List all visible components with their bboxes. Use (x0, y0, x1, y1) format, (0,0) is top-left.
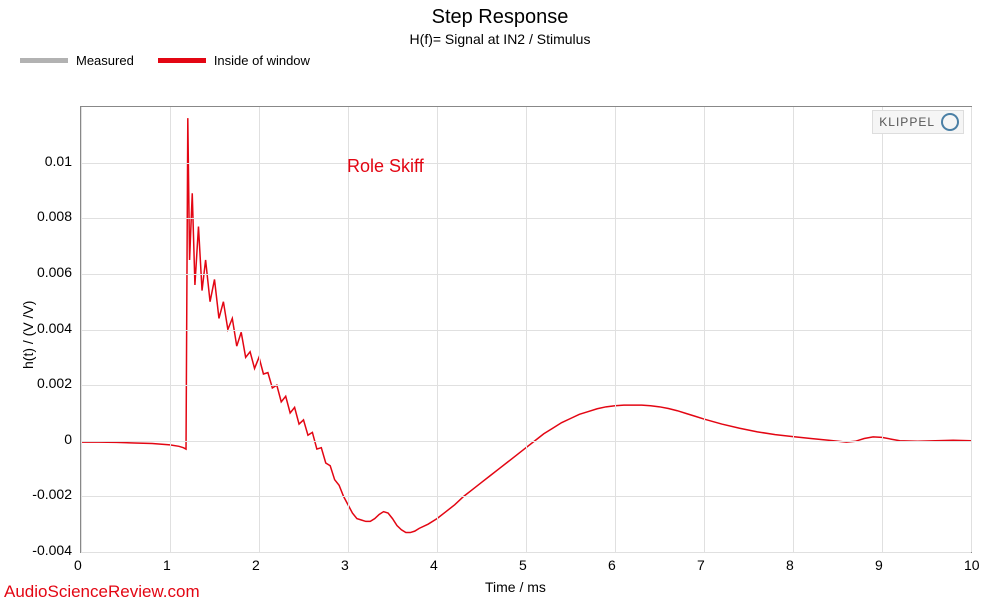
y-gridline (81, 496, 971, 497)
x-tick-label: 5 (519, 557, 527, 573)
legend-label: Inside of window (214, 53, 310, 68)
y-gridline (81, 163, 971, 164)
y-tick-label: 0.004 (37, 320, 72, 336)
y-tick-label: 0 (64, 431, 72, 447)
x-tick-label: 7 (697, 557, 705, 573)
x-tick-label: 3 (341, 557, 349, 573)
y-axis-label: h(t) / (V /V) (20, 300, 36, 368)
legend-item: Inside of window (158, 53, 310, 68)
x-tick-label: 2 (252, 557, 260, 573)
y-gridline (81, 218, 971, 219)
legend-swatch (20, 58, 68, 63)
x-tick-label: 8 (786, 557, 794, 573)
x-axis-label: Time / ms (485, 579, 546, 595)
chart-title: Step Response (0, 6, 1000, 29)
y-tick-label: -0.004 (32, 542, 72, 558)
y-gridline (81, 552, 971, 553)
legend-item: Measured (20, 53, 134, 68)
chart-legend: Measured Inside of window (0, 53, 1000, 68)
x-tick-label: 4 (430, 557, 438, 573)
x-tick-label: 9 (875, 557, 883, 573)
logo-arc-icon (939, 113, 957, 131)
chart-subtitle: H(f)= Signal at IN2 / Stimulus (0, 31, 1000, 47)
klippel-logo: KLIPPEL (872, 110, 964, 134)
x-tick-label: 10 (964, 557, 980, 573)
y-gridline (81, 330, 971, 331)
y-tick-label: 0.002 (37, 375, 72, 391)
y-tick-label: 0.01 (45, 153, 72, 169)
legend-swatch (158, 58, 206, 63)
x-gridline (971, 107, 972, 552)
x-tick-label: 6 (608, 557, 616, 573)
y-tick-label: 0.006 (37, 264, 72, 280)
y-tick-label: 0.008 (37, 208, 72, 224)
x-tick-label: 1 (163, 557, 171, 573)
watermark-text: AudioScienceReview.com (4, 582, 200, 600)
y-gridline (81, 385, 971, 386)
plot-area (80, 106, 972, 553)
logo-text: KLIPPEL (879, 115, 935, 129)
y-gridline (81, 441, 971, 442)
y-tick-label: -0.002 (32, 486, 72, 502)
chart-container: Step Response H(f)= Signal at IN2 / Stim… (0, 6, 1000, 600)
legend-label: Measured (76, 53, 134, 68)
annotation-label: Role Skiff (347, 156, 424, 177)
y-gridline (81, 274, 971, 275)
x-tick-label: 0 (74, 557, 82, 573)
